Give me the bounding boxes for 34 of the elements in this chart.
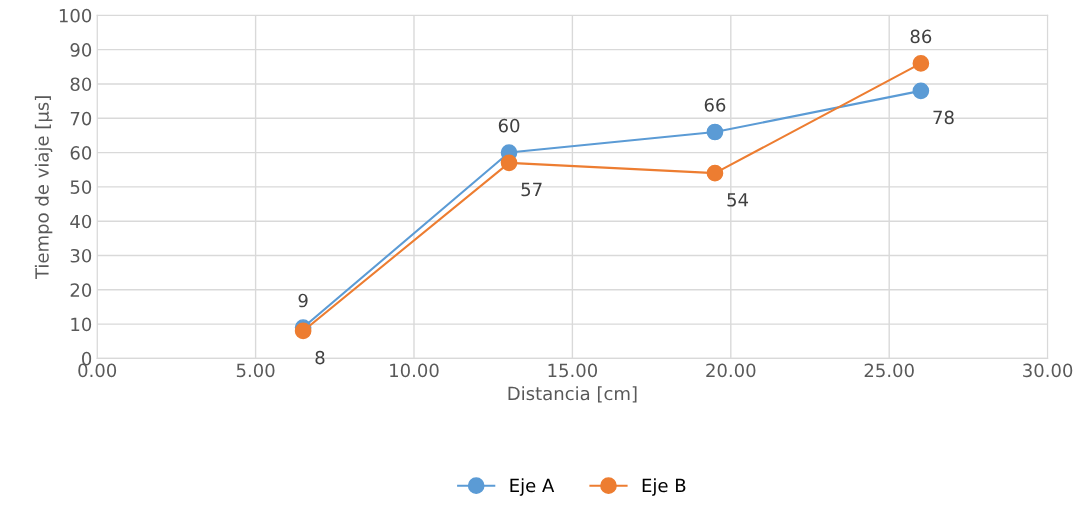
point xyxy=(706,123,724,141)
data-label: 57 xyxy=(521,182,542,197)
x-tick-label: 10.00 xyxy=(390,363,439,378)
y-tick-label: 20 xyxy=(70,283,92,297)
data-label: 8 xyxy=(315,350,325,365)
y-tick-label: 40 xyxy=(70,214,92,229)
point xyxy=(912,82,930,100)
y-tick-label: 90 xyxy=(70,43,92,57)
x-axis-title: Distancia [cm] xyxy=(508,386,637,403)
point xyxy=(706,164,724,182)
y-tick-label: 80 xyxy=(70,77,92,92)
point xyxy=(500,154,518,172)
point xyxy=(294,322,312,340)
x-tick-label: 5.00 xyxy=(236,363,275,378)
x-tick-label: 15.00 xyxy=(548,363,598,378)
data-label: 86 xyxy=(910,29,932,44)
data-label: 60 xyxy=(498,118,520,133)
y-tick-label: 60 xyxy=(70,146,92,160)
data-label: 78 xyxy=(933,110,954,125)
x-tick-label: 25.00 xyxy=(864,363,914,378)
y-tick-label: 10 xyxy=(71,317,92,332)
y-axis-title: Tiempo de viaje [µs] xyxy=(34,96,53,280)
data-label: 54 xyxy=(727,193,749,207)
x-tick-label: 20.00 xyxy=(706,363,756,378)
y-tick-label: 100 xyxy=(59,8,92,23)
legend-label: Eje A xyxy=(510,478,555,496)
data-label: 9 xyxy=(298,293,308,308)
y-tick-label: 70 xyxy=(70,111,92,126)
y-tick-label: 50 xyxy=(70,180,92,194)
point xyxy=(912,55,930,72)
y-tick-label: 30 xyxy=(70,248,92,263)
legend-label: Eje B xyxy=(642,478,686,496)
x-tick-label: 30.00 xyxy=(1023,363,1073,378)
data-label: 66 xyxy=(704,98,726,112)
